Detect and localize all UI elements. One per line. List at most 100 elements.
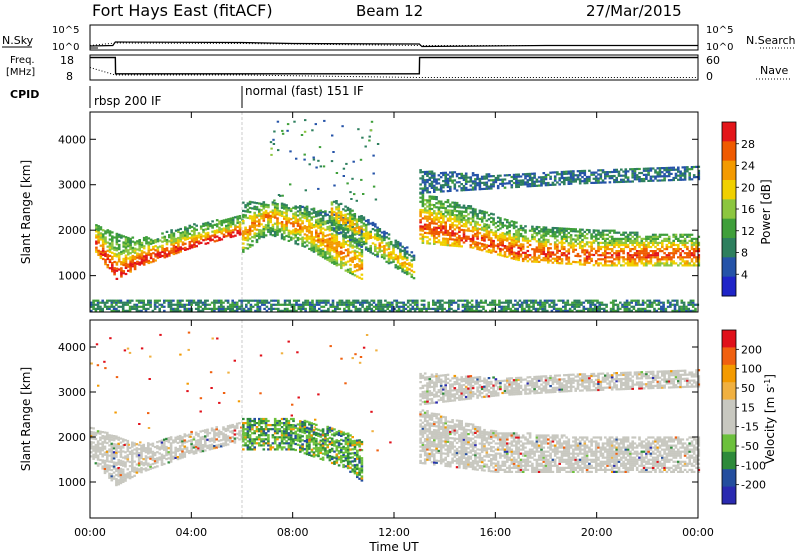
power-cell xyxy=(369,249,372,252)
power-cell xyxy=(490,183,493,186)
power-cell xyxy=(384,303,387,306)
power-cell xyxy=(430,230,434,233)
power-cell xyxy=(137,305,141,308)
power-cell xyxy=(353,223,357,226)
power-cell xyxy=(303,241,307,244)
power-cell xyxy=(310,249,313,252)
power-cell xyxy=(381,303,385,306)
power-cell xyxy=(351,238,354,241)
power-cell xyxy=(526,245,530,248)
power-cell xyxy=(471,211,475,215)
power-cell xyxy=(581,249,584,252)
power-cell xyxy=(492,248,495,251)
power-cell xyxy=(578,255,582,258)
power-cell xyxy=(292,214,295,217)
power-cell xyxy=(348,234,352,237)
power-cell xyxy=(540,250,543,253)
power-cell xyxy=(567,242,571,245)
power-cell xyxy=(664,309,668,312)
power-cell xyxy=(535,234,539,237)
power-cell xyxy=(419,233,422,236)
power-cell xyxy=(437,224,441,227)
power-cell xyxy=(422,305,426,308)
power-cell xyxy=(220,307,223,310)
power-cell xyxy=(585,177,589,181)
power-cell xyxy=(490,175,493,178)
power-cell xyxy=(225,218,228,221)
power-cell xyxy=(471,172,475,175)
power-cell xyxy=(273,230,277,233)
power-cell xyxy=(451,230,454,233)
power-cell xyxy=(531,180,534,183)
power-cell xyxy=(131,246,135,249)
power-cell xyxy=(506,231,509,234)
power-cell xyxy=(462,206,466,209)
power-cell xyxy=(358,247,361,251)
power-cell xyxy=(499,241,502,244)
power-cell xyxy=(439,225,443,228)
power-cell xyxy=(553,227,557,230)
power-cell xyxy=(149,257,153,260)
power-cell xyxy=(312,207,316,210)
power-cell xyxy=(199,241,203,244)
power-cell xyxy=(454,309,458,312)
power-cell xyxy=(672,233,675,236)
power-cell xyxy=(464,176,468,179)
power-cell xyxy=(335,249,339,253)
power-cell xyxy=(231,218,235,222)
power-cell xyxy=(572,178,575,181)
power-cell xyxy=(328,249,332,253)
power-cell xyxy=(654,169,657,172)
power-cell xyxy=(404,303,408,306)
power-cell xyxy=(147,307,150,310)
power-cell xyxy=(335,245,339,248)
power-cell xyxy=(303,245,307,248)
power-cell xyxy=(317,253,320,256)
power-cell xyxy=(111,237,114,240)
power-cell xyxy=(264,228,268,231)
power-cell xyxy=(112,299,116,302)
power-cell xyxy=(569,172,573,175)
power-cell xyxy=(246,243,250,246)
power-cell xyxy=(311,303,314,306)
power-cell xyxy=(679,254,682,257)
power-cell xyxy=(106,255,110,258)
power-cell xyxy=(351,273,354,276)
power-cell xyxy=(144,307,148,310)
power-cell xyxy=(485,177,489,180)
power-cell xyxy=(521,179,525,182)
power-cell xyxy=(667,245,671,249)
power-cell xyxy=(572,244,575,247)
power-cell xyxy=(110,301,114,304)
power-cell xyxy=(363,301,367,304)
power-cell xyxy=(435,222,438,225)
power-cell xyxy=(688,178,691,181)
power-cell xyxy=(581,228,584,231)
power-cell xyxy=(682,307,686,310)
power-cell xyxy=(542,259,546,262)
power-cell xyxy=(635,174,639,177)
power-cell xyxy=(450,299,453,302)
power-cell xyxy=(642,245,646,249)
power-cell xyxy=(604,260,607,263)
power-cell xyxy=(421,237,425,240)
power-cell xyxy=(222,229,226,232)
power-cell xyxy=(565,240,568,243)
power-cell xyxy=(624,168,628,171)
power-cell xyxy=(433,218,436,221)
power-cell xyxy=(356,250,359,253)
power-cell xyxy=(512,222,516,226)
power-cell xyxy=(487,230,491,233)
power-cell xyxy=(149,261,153,264)
power-cell xyxy=(535,240,539,243)
power-cell xyxy=(629,250,632,253)
power-cell xyxy=(645,256,648,259)
power-cell xyxy=(613,181,616,184)
power-cell xyxy=(253,207,256,210)
power-cell xyxy=(363,299,367,302)
power-cell xyxy=(466,301,469,304)
power-cell xyxy=(622,264,625,267)
power-cell xyxy=(258,235,261,238)
power-cell xyxy=(563,183,566,186)
power-cell xyxy=(654,177,657,180)
